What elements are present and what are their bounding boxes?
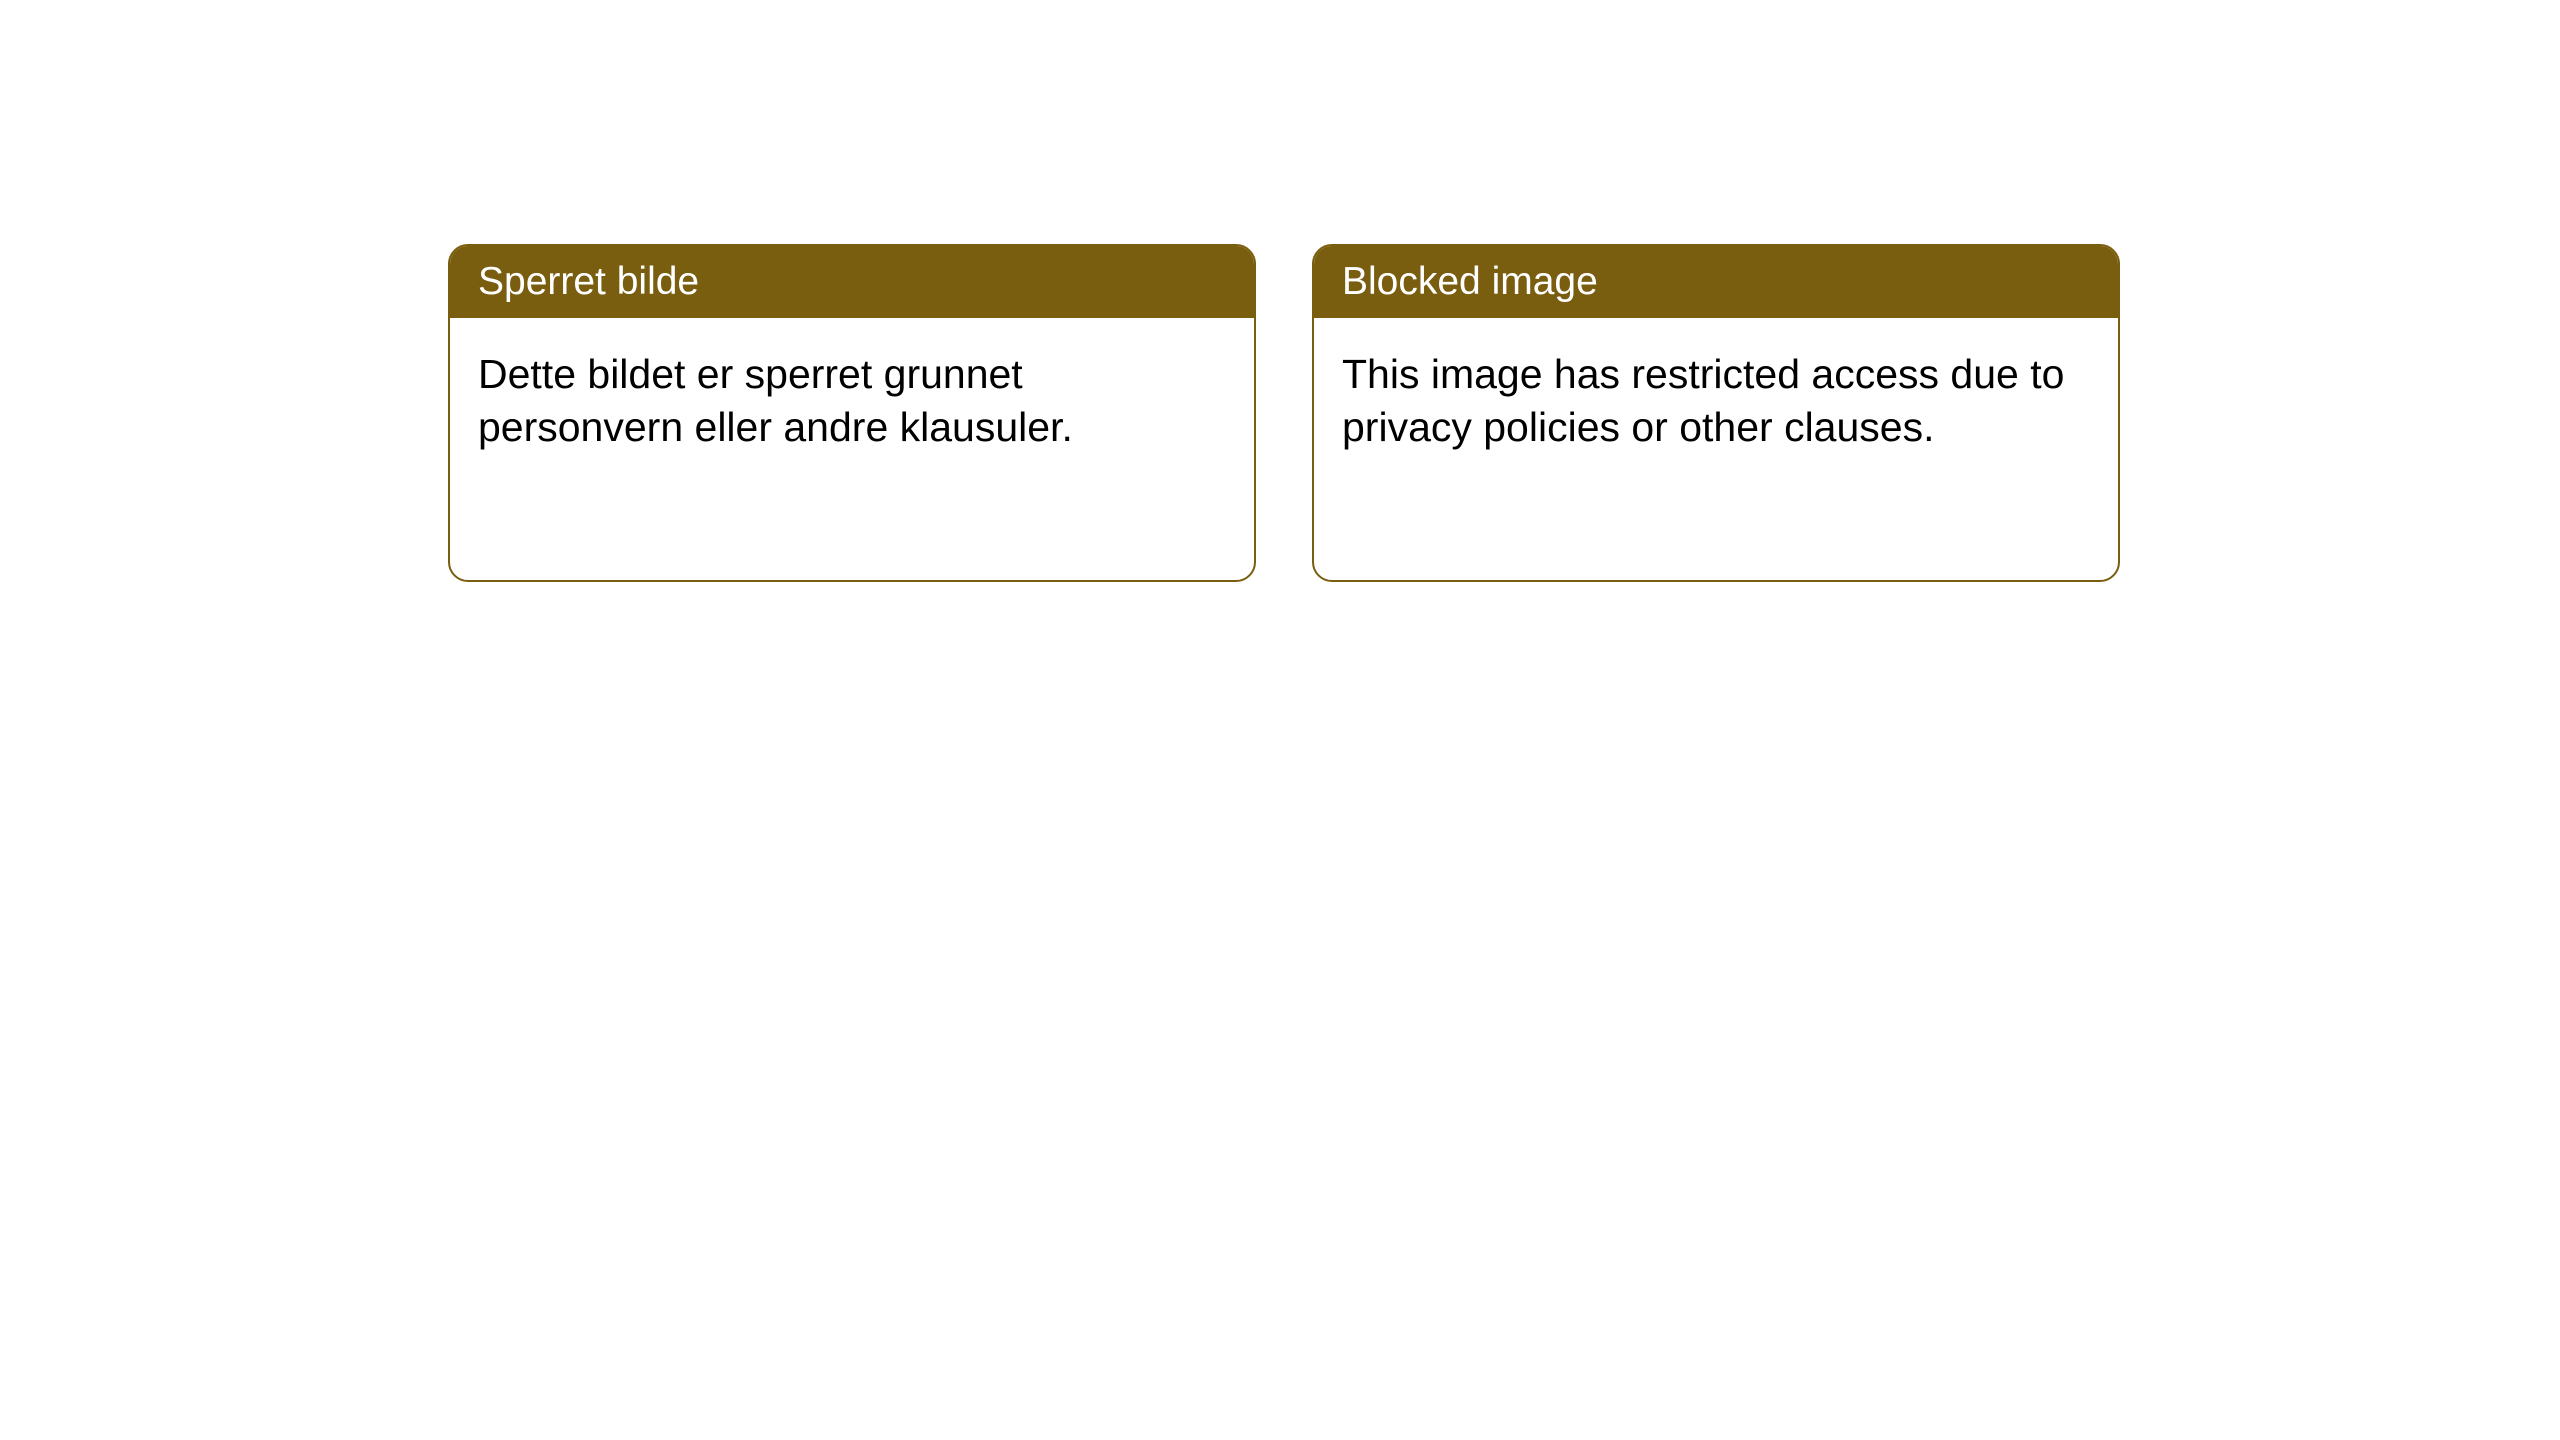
card-header-en: Blocked image xyxy=(1314,246,2118,318)
card-body-en: This image has restricted access due to … xyxy=(1314,318,2118,485)
card-text-en: This image has restricted access due to … xyxy=(1342,351,2064,450)
card-body-no: Dette bildet er sperret grunnet personve… xyxy=(450,318,1254,485)
card-title-no: Sperret bilde xyxy=(478,260,699,303)
card-header-no: Sperret bilde xyxy=(450,246,1254,318)
card-text-no: Dette bildet er sperret grunnet personve… xyxy=(478,351,1073,450)
card-title-en: Blocked image xyxy=(1342,260,1598,303)
notice-container: Sperret bilde Dette bildet er sperret gr… xyxy=(0,0,2560,582)
blocked-image-card-en: Blocked image This image has restricted … xyxy=(1312,244,2120,582)
blocked-image-card-no: Sperret bilde Dette bildet er sperret gr… xyxy=(448,244,1256,582)
